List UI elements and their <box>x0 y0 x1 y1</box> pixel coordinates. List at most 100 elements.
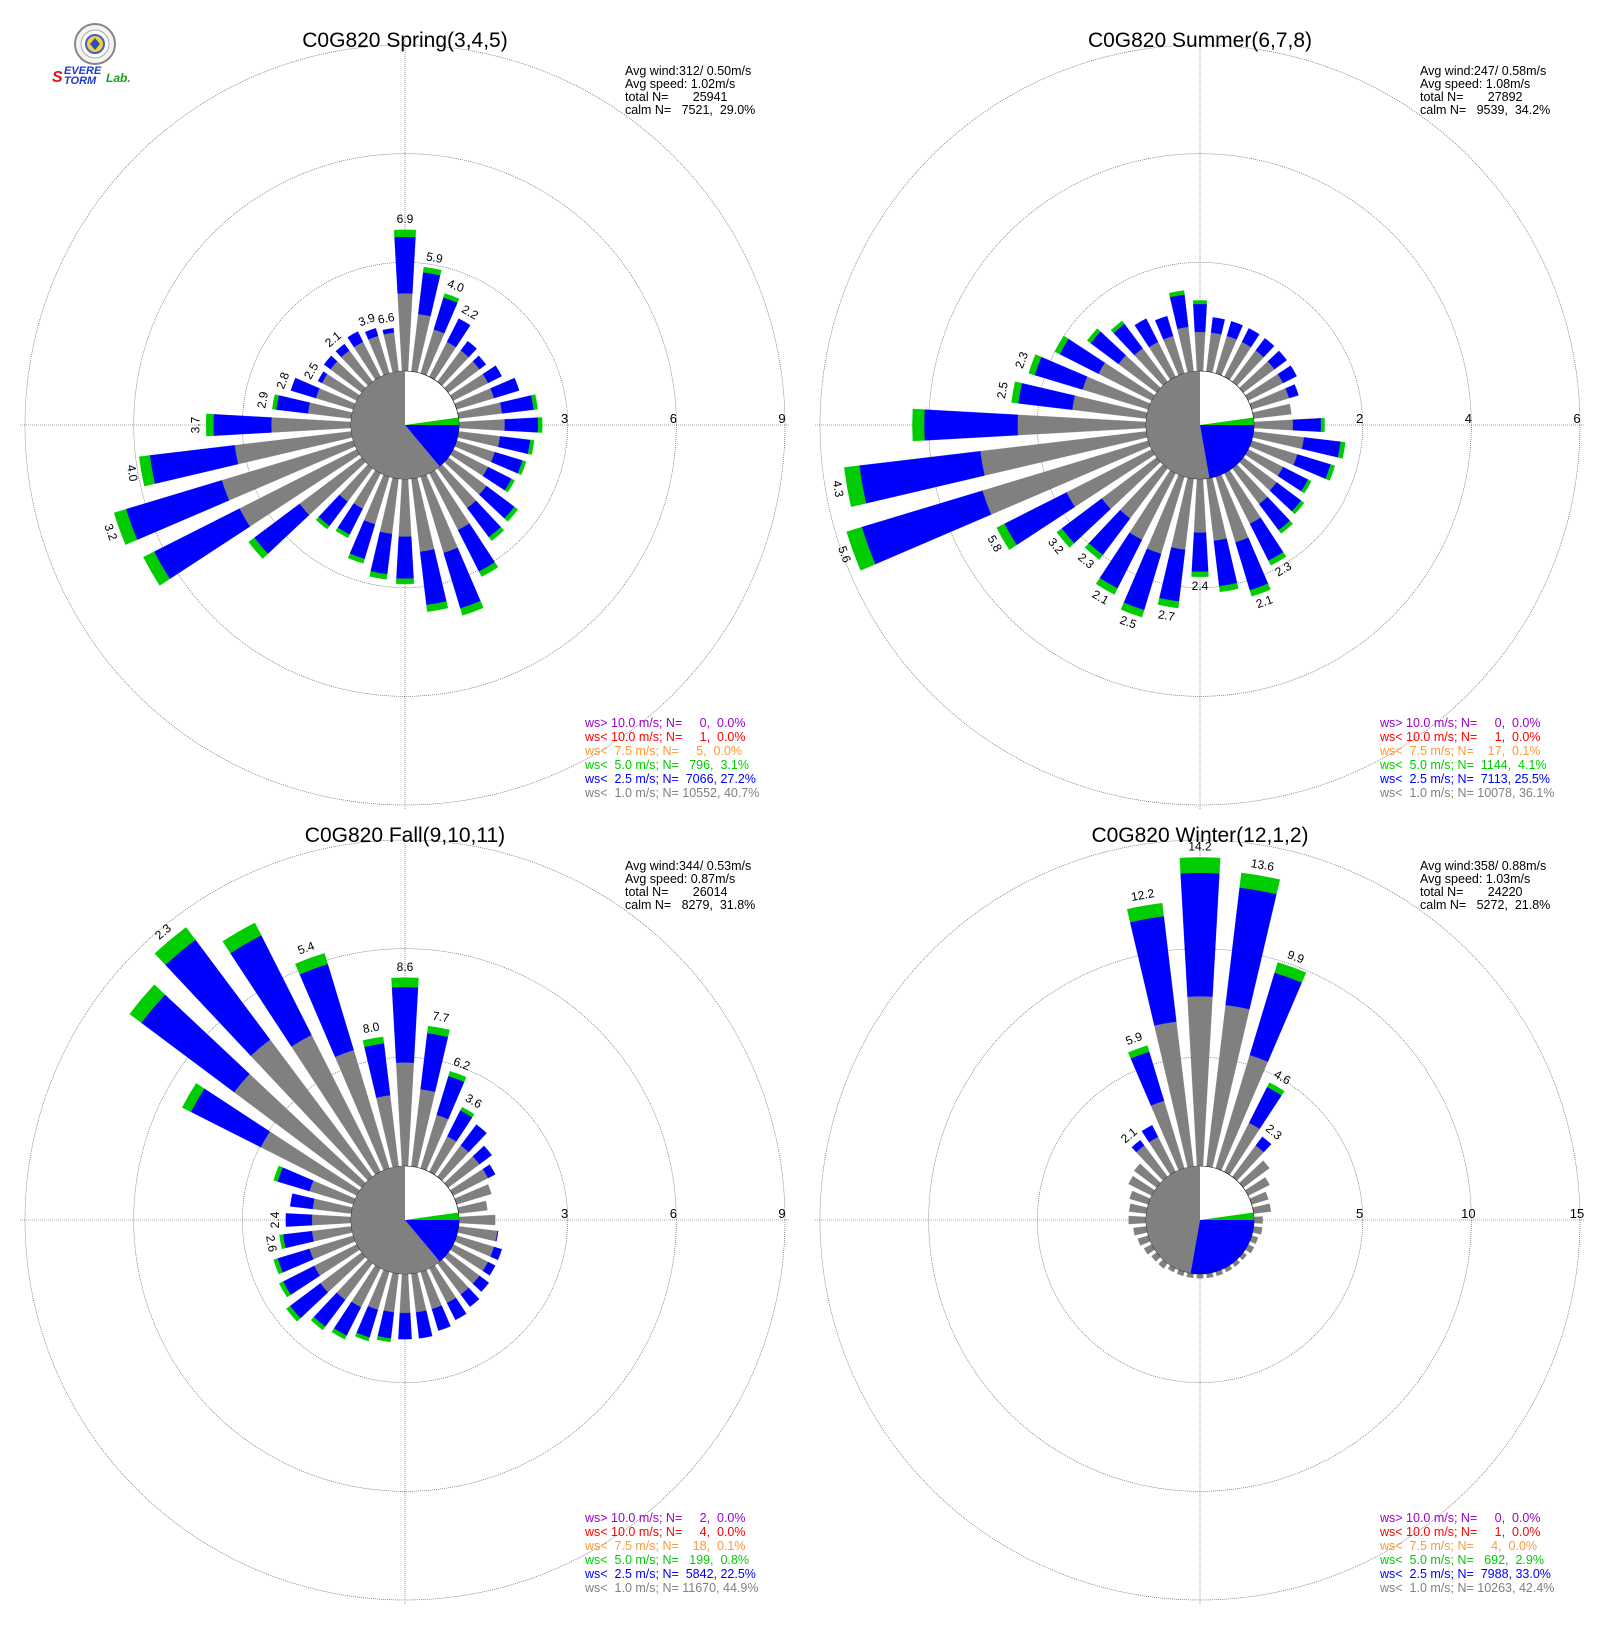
bar-segment-lt5 <box>347 553 365 564</box>
bar-segment-lt1 <box>1252 1226 1263 1235</box>
bar-segment-lt5 <box>1095 577 1118 595</box>
calm-slice-lt2_5 <box>1200 425 1254 479</box>
stats-line: total N= 26014 <box>625 885 728 899</box>
legend-entry: ws< 1.0 m/s; N= 10078, 36.1% <box>1379 786 1554 800</box>
bar-segment-lt2_5 <box>335 343 350 358</box>
bar-segment-lt2_5 <box>290 1193 315 1210</box>
bar-segment-lt2_5 <box>1292 418 1322 432</box>
calm-slice-lt1 <box>1145 371 1210 479</box>
severe-storm-lab-logo: S EVERE TORM Lab. <box>52 23 131 87</box>
bar-segment-lt5 <box>1278 520 1293 534</box>
calm-slice-lt5 <box>405 417 459 425</box>
grid-ring <box>24 44 786 806</box>
legend-entry: ws< 10.0 m/s; N= 1, 0.0% <box>1379 730 1541 744</box>
legend-entry: ws< 7.5 m/s; N= 5, 0.0% <box>584 744 742 758</box>
bar-segment-lt5 <box>517 460 527 476</box>
bar-segment-lt2_5 <box>490 377 520 399</box>
bar-segment-lt5 <box>113 509 138 545</box>
bar-value-label: 2.1 <box>1254 592 1275 611</box>
bar-segment-lt5 <box>1274 962 1307 983</box>
bar-segment-lt1 <box>399 1273 411 1314</box>
stats-line: calm N= 5272, 21.8% <box>1420 898 1550 912</box>
bar-segment-lt2_5 <box>498 436 531 455</box>
bar-segment-lt2_5 <box>446 1297 467 1321</box>
bar-segment-lt5 <box>369 571 388 580</box>
bar-segment-lt2_5 <box>1267 350 1287 370</box>
ring-label: 3 <box>561 411 568 426</box>
grid-ring <box>133 948 677 1492</box>
bar-segment-lt2_5 <box>431 1305 451 1331</box>
bar-value-label: 6.6 <box>377 310 396 327</box>
bar-segment-lt1 <box>311 1214 352 1226</box>
bar-segment-lt5 <box>279 1234 286 1250</box>
ring-label: 10 <box>1461 1206 1475 1221</box>
bar-segment-lt2_5 <box>1213 538 1238 587</box>
legend-entry: ws< 7.5 m/s; N= 4, 0.0% <box>1379 1539 1537 1553</box>
bar-segment-lt5 <box>1056 528 1075 548</box>
bar-segment-lt5 <box>423 266 442 276</box>
bar-segment-lt2_5 <box>317 371 328 384</box>
bar-segment-lt5 <box>1192 300 1208 305</box>
bar-value-label: 2.4 <box>1192 579 1209 593</box>
bar-segment-lt5 <box>1239 872 1281 895</box>
bar-segment-lt5 <box>1128 1045 1150 1059</box>
calm-slice-lt5 <box>1200 417 1254 425</box>
stats-line: Avg speed: 1.03m/s <box>1420 872 1530 886</box>
bar-segment-lt2_5 <box>356 1306 379 1338</box>
bar-segment-lt5 <box>354 1332 370 1342</box>
bar-segment-lt2_5 <box>1130 1051 1165 1106</box>
chart-title: C0G820 Fall(9,10,11) <box>305 824 505 847</box>
bar-segment-lt2_5 <box>495 1230 499 1242</box>
bar-segment-lt5 <box>844 465 867 507</box>
bar-segment-lt1 <box>1196 1273 1204 1279</box>
ring-label: 9 <box>778 1206 785 1221</box>
bar-segment-lt5 <box>129 984 166 1023</box>
bar-segment-lt2_5 <box>1226 321 1243 340</box>
bar-segment-lt5 <box>393 229 417 238</box>
stats-line: Avg speed: 1.02m/s <box>625 77 735 91</box>
bar-segment-lt5 <box>273 1165 283 1182</box>
bar-segment-lt2_5 <box>1249 972 1302 1062</box>
bar-segment-lt2_5 <box>500 395 534 414</box>
ring-label: 2 <box>1356 411 1363 426</box>
bar-segment-lt2_5 <box>472 355 487 370</box>
bar-value-label: 4.0 <box>124 464 141 483</box>
stats-line: total N= 25941 <box>625 90 728 104</box>
wind-rose-panel: 2 4 62.32.12.42.72.52.12.33.25.85.64.32.52… <box>815 29 1585 810</box>
bar-segment-lt5 <box>273 1258 283 1275</box>
legend-entry: ws< 7.5 m/s; N= 18, 0.1% <box>584 1539 746 1553</box>
bar-segment-lt1 <box>1193 478 1207 533</box>
bar-segment-lt1 <box>1017 414 1147 436</box>
bar-segment-lt1 <box>1128 1215 1147 1225</box>
bar-segment-lt2_5 <box>1255 338 1275 358</box>
bar-segment-lt2_5 <box>1154 315 1174 340</box>
legend-entry: ws< 2.5 m/s; N= 7988, 33.0% <box>1379 1567 1551 1581</box>
bar-segment-lt2_5 <box>396 536 414 579</box>
stats-line: Avg wind:344/ 0.53m/s <box>625 859 751 873</box>
bar-segment-lt2_5 <box>282 1230 314 1249</box>
chart-title: C0G820 Summer(6,7,8) <box>1088 29 1312 52</box>
bar-value-label: 3.7 <box>188 416 202 433</box>
bar-value-label: 2.9 <box>254 390 271 409</box>
bar-segment-lt5 <box>460 600 484 616</box>
bar-segment-lt5 <box>426 601 449 612</box>
bar-segment-lt5 <box>427 1025 450 1037</box>
bar-segment-lt2_5 <box>490 1246 502 1261</box>
stats-line: calm N= 7521, 29.0% <box>625 103 755 117</box>
bar-value-label: 7.7 <box>431 1009 450 1026</box>
ring-label: 6 <box>670 1206 677 1221</box>
bar-segment-lt2_5 <box>446 318 471 348</box>
stats-line: Avg wind:247/ 0.58m/s <box>1420 64 1546 78</box>
bar-value-label: 2.7 <box>1157 607 1176 624</box>
bar-segment-lt5 <box>1191 571 1209 577</box>
bar-segment-lt1 <box>458 419 505 431</box>
bar-value-label: 6.9 <box>397 212 414 226</box>
bar-segment-lt2_5 <box>1285 384 1299 399</box>
calm-slice-lt2_5 <box>1190 1220 1254 1274</box>
bar-segment-lt5 <box>1028 354 1042 376</box>
stats-line: Avg wind:312/ 0.50m/s <box>625 64 751 78</box>
bar-segment-lt5 <box>315 516 330 530</box>
wind-rose-panel: 3 6 96.95.94.02.23.24.03.72.92.8 2.52.13.9 6… <box>20 29 790 810</box>
bar-segment-lt2_5 <box>460 1287 480 1307</box>
bar-segment-lt1 <box>1253 1216 1263 1224</box>
